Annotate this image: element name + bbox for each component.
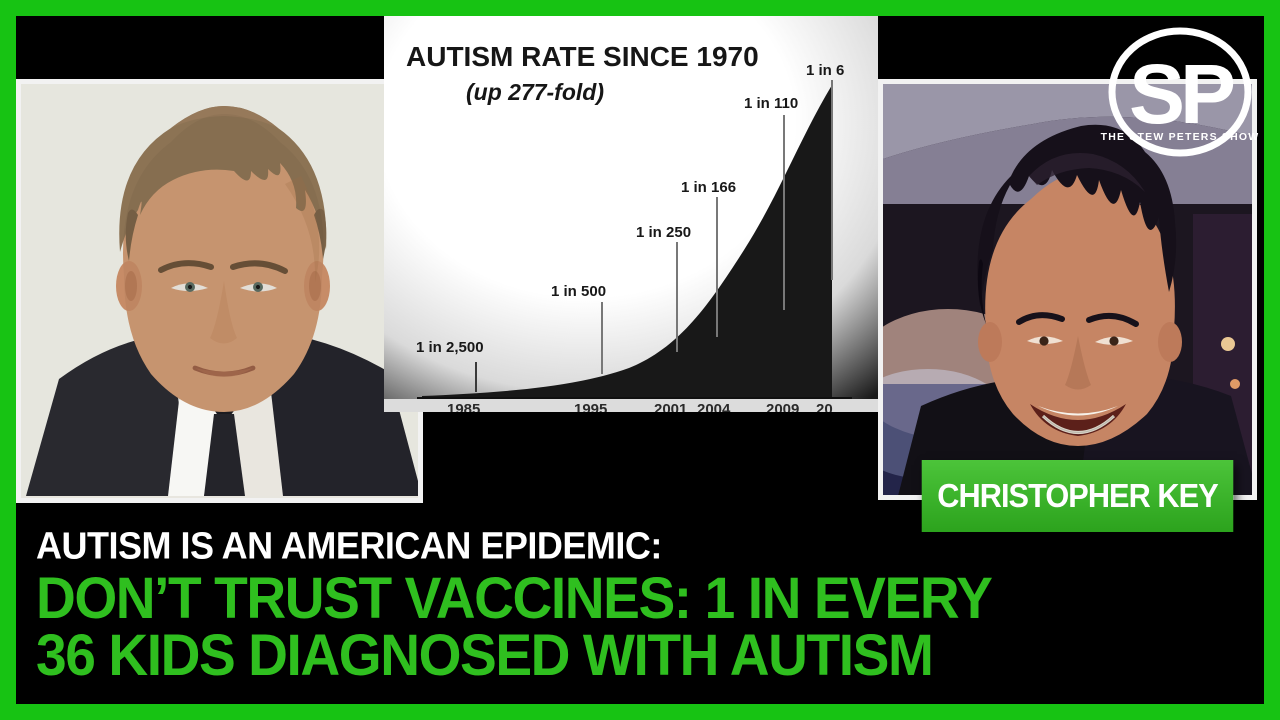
svg-text:1 in 6: 1 in 6 bbox=[806, 62, 844, 79]
svg-text:AUTISM RATE SINCE 1970: AUTISM RATE SINCE 1970 bbox=[406, 41, 759, 72]
svg-text:1 in 2,500: 1 in 2,500 bbox=[416, 339, 484, 356]
svg-text:1 in 500: 1 in 500 bbox=[551, 283, 606, 300]
svg-text:2004: 2004 bbox=[697, 401, 731, 412]
svg-text:1 in 166: 1 in 166 bbox=[681, 179, 736, 196]
svg-text:2009: 2009 bbox=[766, 401, 799, 412]
svg-text:20: 20 bbox=[816, 401, 833, 412]
svg-text:2001: 2001 bbox=[654, 401, 687, 412]
svg-text:(up 277-fold): (up 277-fold) bbox=[466, 79, 604, 105]
svg-text:SP: SP bbox=[1129, 47, 1234, 141]
svg-text:1985: 1985 bbox=[447, 401, 480, 412]
svg-text:1995: 1995 bbox=[574, 401, 607, 412]
svg-text:1 in 250: 1 in 250 bbox=[636, 224, 691, 241]
svg-text:1 in 110: 1 in 110 bbox=[744, 95, 798, 112]
svg-text:THE STEW PETERS SHOW: THE STEW PETERS SHOW bbox=[1101, 131, 1260, 143]
